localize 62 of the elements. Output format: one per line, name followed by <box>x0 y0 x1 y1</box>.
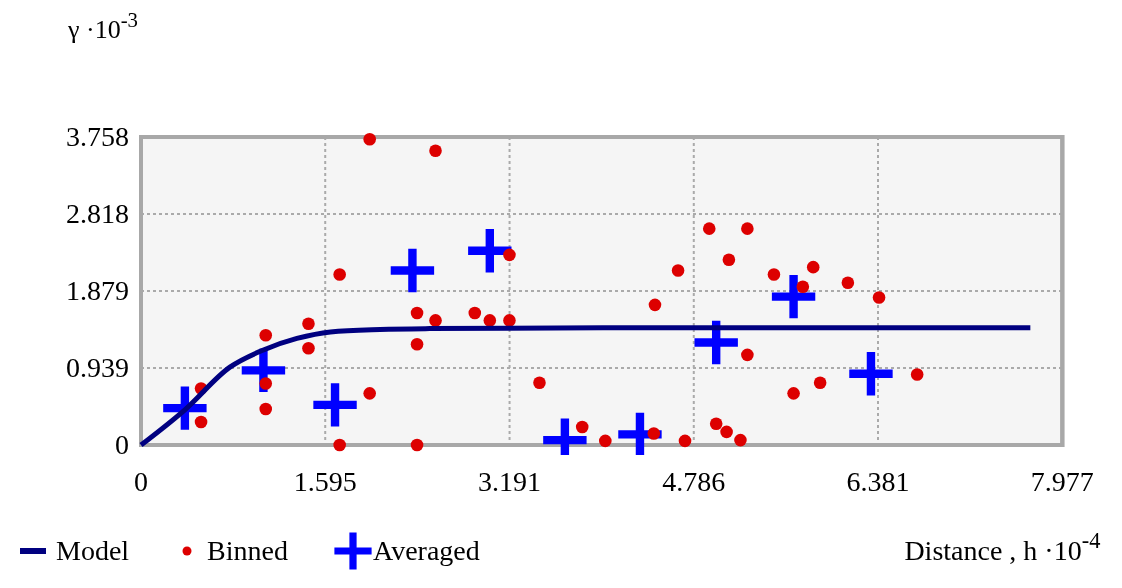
point <box>849 352 893 396</box>
point <box>910 368 924 381</box>
point <box>575 420 589 434</box>
point <box>709 417 723 430</box>
point <box>302 341 315 355</box>
point <box>671 264 685 277</box>
point <box>429 314 442 327</box>
point <box>647 427 661 440</box>
point <box>468 306 482 320</box>
point <box>787 387 800 400</box>
point <box>841 276 855 290</box>
point <box>363 387 376 400</box>
point <box>410 438 424 452</box>
point <box>806 260 820 274</box>
x-tick-label: 0 <box>134 466 148 497</box>
legend-label: Averaged <box>373 535 480 566</box>
x-axis-title: Distance , h ·10$^{-4}$ <box>904 527 1101 566</box>
y-tick-label: 0 <box>115 429 129 460</box>
point <box>410 337 424 351</box>
point <box>796 280 810 294</box>
point <box>483 314 497 327</box>
x-tick-label: 1.595 <box>293 466 357 497</box>
point <box>533 376 546 390</box>
point <box>694 320 738 365</box>
point <box>302 317 315 330</box>
point <box>194 415 208 429</box>
y-tick-label: 0.939 <box>66 352 129 384</box>
x-tick-label: 7.977 <box>1030 466 1094 497</box>
point <box>503 248 516 262</box>
point <box>741 348 754 362</box>
y-tick-label: 2.818 <box>66 198 129 230</box>
point <box>259 377 273 390</box>
point <box>599 434 612 448</box>
y-tick-label: 3.758 <box>66 121 129 152</box>
legend-label: Model <box>56 535 130 566</box>
point <box>333 438 346 452</box>
point <box>363 133 376 146</box>
point <box>678 434 692 448</box>
point <box>720 425 733 439</box>
x-tick-label: 3.191 <box>478 466 542 497</box>
point <box>722 253 736 267</box>
point <box>410 306 424 320</box>
point <box>702 222 716 235</box>
y-tick-label: 1.879 <box>66 275 129 306</box>
point <box>648 298 662 312</box>
point <box>259 402 273 416</box>
point <box>390 248 435 293</box>
x-tick-label: 6.381 <box>846 466 910 497</box>
point <box>741 222 754 235</box>
point <box>734 433 747 447</box>
legend-label: Binned <box>207 535 288 566</box>
y-axis-title: γ ·10$^{-3}$ <box>67 7 138 44</box>
point <box>771 274 816 319</box>
point <box>503 314 516 327</box>
point <box>813 376 827 390</box>
point <box>259 328 273 342</box>
point <box>313 383 357 427</box>
point <box>872 291 886 304</box>
x-tick-label: 4.786 <box>662 466 726 497</box>
point <box>767 268 781 281</box>
point <box>333 268 346 281</box>
point <box>429 144 442 158</box>
